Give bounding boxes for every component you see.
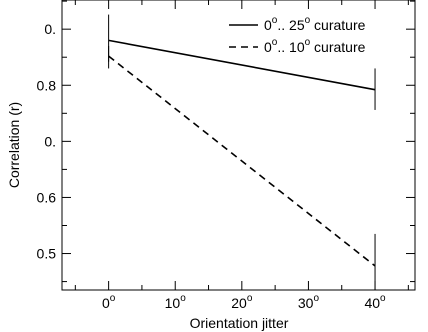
plot-frame [61, 0, 416, 291]
x-tick-label-degree: o [247, 293, 253, 304]
y-tick-label: 0. [44, 133, 56, 149]
x-tick-label-value: 30 [298, 295, 314, 311]
legend-label: 0o.. 25o curature [264, 15, 366, 33]
legend-label-text: .. 25 [277, 17, 304, 33]
x-tick-label: 20o [231, 293, 253, 311]
y-axis-title: Correlation (r) [6, 102, 22, 188]
legend-label: 0o.. 10o curature [264, 37, 366, 55]
y-tick-label: 0.6 [37, 189, 57, 205]
series-line-1 [108, 39, 376, 91]
legend-label-degree: o [272, 37, 278, 48]
chart-marks [108, 14, 376, 290]
x-tick-label-degree: o [380, 293, 386, 304]
legend-label-degree: o [272, 15, 278, 26]
legend-label-degree: o [305, 37, 311, 48]
legend-label-text: .. 10 [277, 39, 304, 55]
legend-label-text: curature [310, 39, 365, 55]
y-tick-label: 0. [44, 21, 56, 37]
x-tick-label-degree: o [313, 293, 319, 304]
x-tick-label-value: 10 [165, 295, 181, 311]
x-tick-label-value: 20 [231, 295, 247, 311]
x-tick-label-degree: o [180, 293, 186, 304]
legend-label-text: curature [310, 17, 365, 33]
x-tick-label: 10o [165, 293, 187, 311]
x-tick-label: 0o [102, 293, 116, 311]
x-tick-label-degree: o [110, 293, 116, 304]
x-tick-label: 40o [364, 293, 386, 311]
x-tick-label: 30o [298, 293, 320, 311]
x-axis-title: Orientation jitter [190, 315, 289, 331]
legend-label-degree: o [305, 15, 311, 26]
series-line-2 [108, 55, 376, 267]
y-tick-label: 0.5 [37, 246, 57, 262]
legend-label-text: 0 [264, 17, 272, 33]
x-tick-label-value: 0 [102, 295, 110, 311]
legend-label-text: 0 [264, 39, 272, 55]
x-tick-label-value: 40 [364, 295, 380, 311]
y-tick-label: 0.8 [37, 77, 57, 93]
